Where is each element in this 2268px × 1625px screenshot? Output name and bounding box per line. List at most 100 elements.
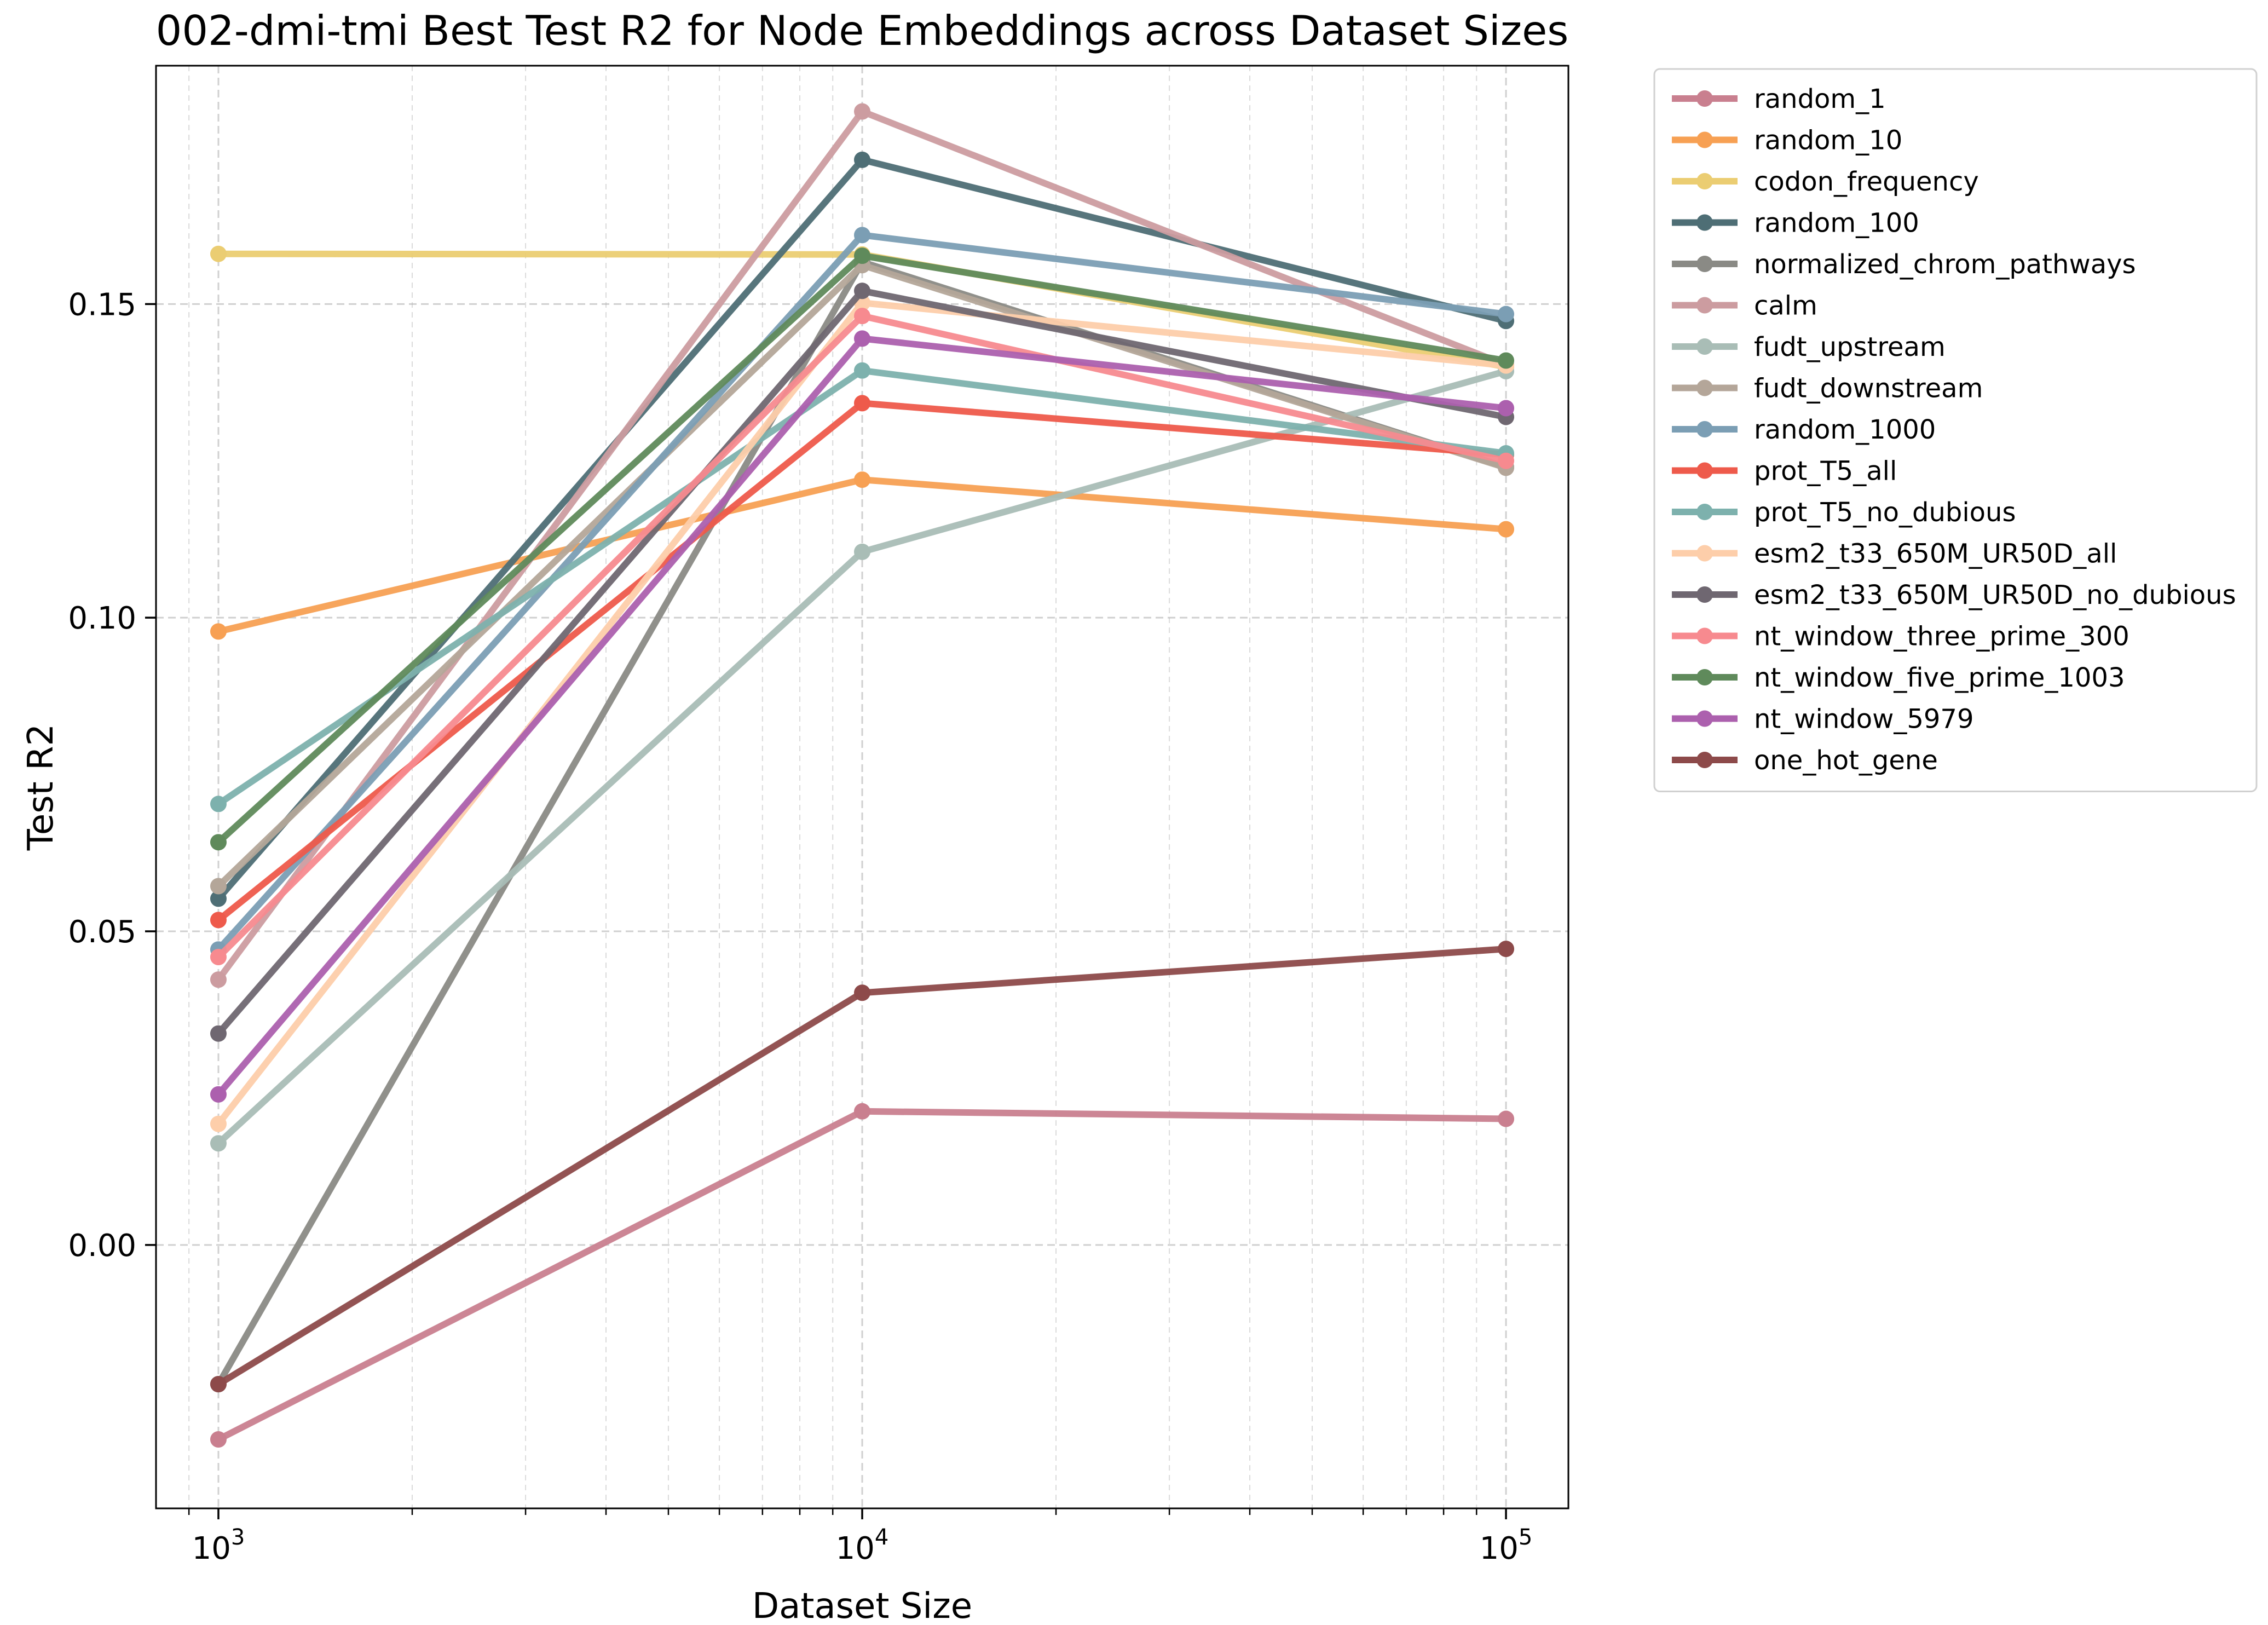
data-point [854,543,870,560]
data-point [854,283,870,299]
x-axis-label: Dataset Size [752,1586,972,1625]
legend-marker [1696,421,1713,437]
legend-item: fudt_downstream [1672,373,1983,404]
legend-label: esm2_t33_650M_UR50D_all [1754,539,2117,569]
legend-item: one_hot_gene [1672,745,1938,776]
data-point [1498,521,1515,538]
chart-title: 002-dmi-tmi Best Test R2 for Node Embedd… [156,7,1569,55]
legend-label: fudt_downstream [1754,373,1983,404]
legend-item: nt_window_three_prime_300 [1672,621,2130,652]
legend-marker [1696,379,1713,396]
legend-label: prot_T5_all [1754,456,1897,487]
legend-marker [1696,173,1713,189]
legend-item: calm [1672,291,1817,321]
data-point [854,471,870,488]
data-point [854,1103,870,1120]
legend-label: fudt_upstream [1754,332,1946,362]
data-point [210,1135,227,1152]
legend-item: esm2_t33_650M_UR50D_all [1672,539,2117,569]
series-lines [210,103,1515,1448]
data-point [854,227,870,244]
data-point [854,984,870,1001]
data-point [1498,400,1515,417]
data-point [854,103,870,120]
legend-label: random_1000 [1754,414,1936,445]
legend-label: calm [1754,291,1817,321]
data-point [210,948,227,965]
legend-label: normalized_chrom_pathways [1754,249,2136,280]
legend-marker [1696,338,1713,355]
legend-item: nt_window_5979 [1672,704,1974,735]
data-point [854,308,870,325]
data-point [1498,941,1515,958]
series-nt_window_5979 [210,330,1515,1103]
legend-marker [1696,131,1713,148]
data-point [210,1025,227,1042]
series-random_1 [210,1103,1515,1448]
data-point [1498,452,1515,469]
legend-label: esm2_t33_650M_UR50D_no_dubious [1754,580,2236,610]
data-point [210,971,227,988]
series-esm2_t33_650M_UR50D_no_dubious [210,283,1515,1042]
legend-marker [1696,297,1713,314]
legend-item: nt_window_five_prime_1003 [1672,662,2125,693]
data-point [1498,1110,1515,1127]
y-tick-label: 0.10 [68,601,136,636]
y-axis: 0.00 0.05 0.10 0.15 [68,287,156,1264]
x-axis: 103 104 105 [188,1508,1533,1566]
legend: random_1 random_10 codon_frequency random_1… [1653,68,2258,792]
data-point [210,623,227,640]
series-nt_window_five_prime_1003 [210,247,1515,851]
series-one_hot_gene [210,941,1515,1393]
data-point [210,1376,227,1393]
legend-label: random_10 [1754,125,1902,156]
legend-item: random_100 [1672,208,1919,239]
legend-item: prot_T5_all [1672,456,1897,487]
legend-marker [1696,586,1713,603]
x-tick-label: 105 [1480,1525,1533,1566]
legend-marker [1696,256,1713,272]
data-point [210,1115,227,1132]
legend-label: one_hot_gene [1754,745,1938,776]
legend-item: random_1 [1672,84,1886,114]
data-point [1498,352,1515,369]
legend-item: fudt_upstream [1672,332,1946,362]
data-point [854,362,870,379]
legend-marker [1696,214,1713,231]
legend-marker [1696,669,1713,685]
legend-marker [1696,545,1713,562]
data-point [210,1086,227,1103]
data-point [854,151,870,168]
data-point [210,834,227,851]
y-axis-label: Test R2 [21,724,61,851]
data-point [210,890,227,907]
legend-label: nt_window_three_prime_300 [1754,621,2130,652]
y-tick-label: 0.15 [68,287,136,322]
legend-label: random_100 [1754,208,1919,239]
legend-item: esm2_t33_650M_UR50D_no_dubious [1672,580,2236,610]
legend-marker [1696,710,1713,727]
legend-marker [1696,462,1713,479]
legend-label: codon_frequency [1754,166,1979,197]
data-point [854,247,870,264]
legend-marker [1696,504,1713,520]
legend-item: codon_frequency [1672,166,1979,197]
legend-marker [1696,627,1713,644]
x-tick-label: 104 [836,1525,889,1566]
legend-item: normalized_chrom_pathways [1672,249,2136,280]
data-point [854,395,870,412]
legend-item: random_10 [1672,125,1902,156]
series-nt_window_three_prime_300 [210,308,1515,965]
legend-label: nt_window_five_prime_1003 [1754,662,2125,693]
data-point [210,245,227,262]
series-random_10 [210,471,1515,640]
data-point [210,796,227,812]
legend-item: prot_T5_no_dubious [1672,497,2016,528]
legend-label: nt_window_5979 [1754,704,1974,735]
data-point [210,912,227,929]
data-point [854,330,870,347]
data-point [210,878,227,895]
legend-label: random_1 [1754,84,1886,114]
legend-frame [1653,68,2258,792]
legend-item: random_1000 [1672,414,1936,445]
